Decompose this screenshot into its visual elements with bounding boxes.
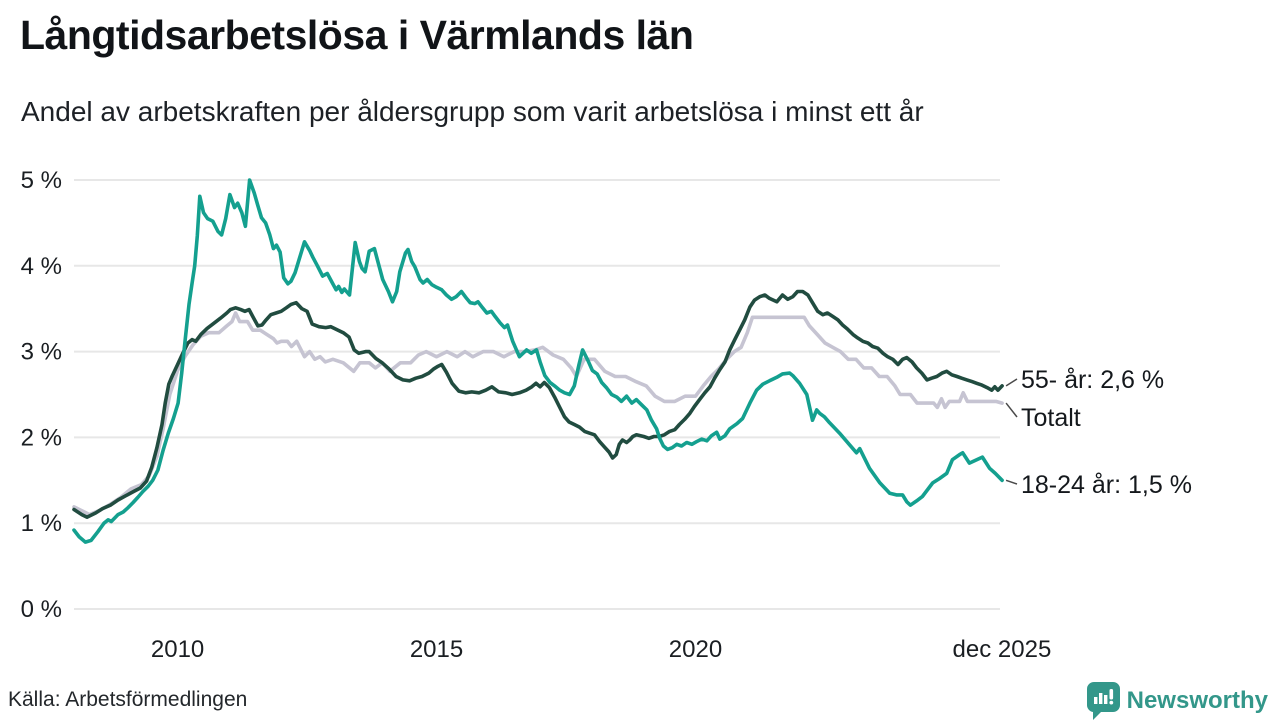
series-label-18-24: 18-24 år: 1,5 % [1021,471,1192,499]
y-tick-label: 5 % [21,167,62,194]
page-title: Långtidsarbetslösa i Värmlands län [20,12,694,58]
series-line-Totalt [72,311,1004,517]
y-tick-label: 1 % [21,510,62,537]
x-tick-label: 2010 [151,636,204,663]
series-label-55plus: 55- år: 2,6 % [1021,366,1165,394]
newsworthy-logo-icon [1086,682,1120,720]
brand-name: Newsworthy [1126,687,1268,714]
series-label-totalt: Totalt [1021,404,1081,432]
series-line-18-24r [72,178,1004,544]
y-tick-label: 0 % [21,596,62,623]
series-line-55-r [72,289,1004,520]
x-tick-label: 2020 [669,636,722,663]
y-tick-label: 4 % [21,253,62,280]
source-note: Källa: Arbetsförmedlingen [8,688,248,711]
y-tick-label: 3 % [21,339,62,366]
label-connector [1005,402,1018,418]
x-tick-label: 2015 [410,636,463,663]
label-connector [1005,479,1018,485]
page-subtitle: Andel av arbetskraften per åldersgrupp s… [21,96,924,127]
y-tick-label: 2 % [21,424,62,451]
label-connector [1005,378,1018,387]
brand-lockup: Newsworthy [1086,682,1268,720]
x-tick-label: dec 2025 [953,636,1052,663]
